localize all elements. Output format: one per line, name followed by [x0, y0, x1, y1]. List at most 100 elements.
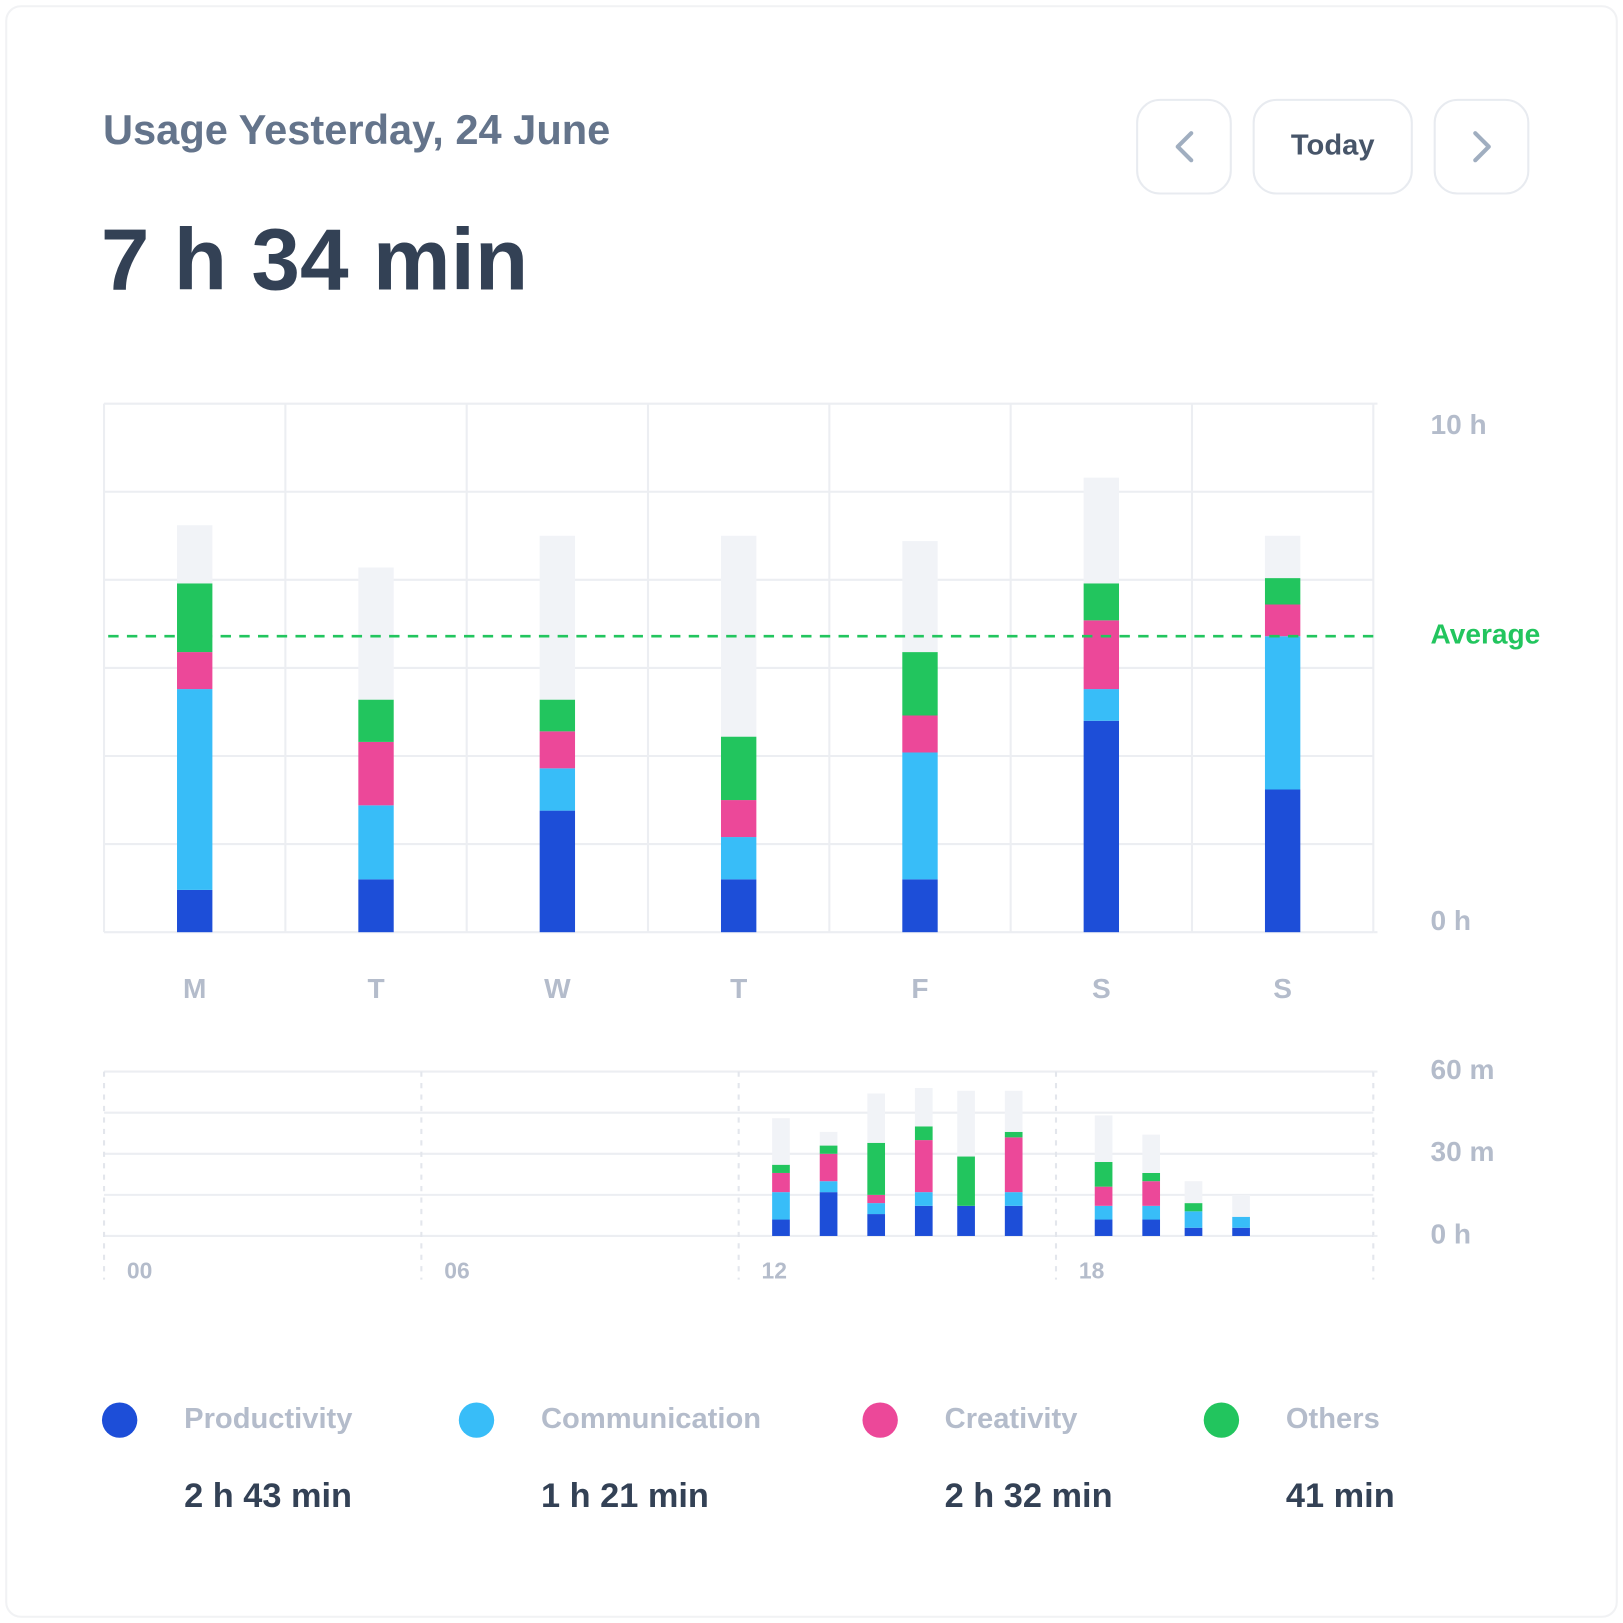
legend-dot — [458, 1402, 495, 1438]
bar-segment — [1083, 620, 1120, 690]
bar-segment — [1094, 1219, 1113, 1236]
legend-value: 1 h 21 min — [541, 1477, 709, 1515]
bar-segment — [539, 810, 576, 933]
x-tick-label: 06 — [444, 1257, 469, 1283]
bar-segment — [177, 583, 213, 653]
bar-segment — [1094, 1186, 1113, 1206]
prev-button-box[interactable] — [1136, 98, 1232, 195]
bar-segment — [358, 805, 394, 880]
bar-segment — [772, 1172, 790, 1193]
bar-segment — [720, 837, 757, 880]
bar-segment — [902, 541, 938, 653]
legend-name: Others — [1286, 1403, 1380, 1435]
bar-segment — [957, 1205, 975, 1236]
bar-segment — [358, 741, 394, 806]
today-button-box[interactable] — [1252, 98, 1413, 195]
x-tick-label: 00 — [127, 1257, 152, 1283]
bar-segment — [902, 879, 938, 933]
prev-button[interactable] — [1136, 98, 1232, 195]
bar-segment — [1184, 1181, 1203, 1204]
bar-segment — [902, 752, 938, 880]
x-tick-label: S — [1273, 973, 1292, 1004]
bar-segment — [539, 699, 576, 732]
bar-segment — [1232, 1216, 1250, 1228]
bar-segment — [1083, 477, 1120, 584]
bar-segment — [867, 1142, 886, 1195]
legend-dot — [1203, 1402, 1240, 1438]
x-tick-label: 12 — [762, 1257, 787, 1283]
x-tick-label: S — [1092, 973, 1111, 1004]
average-label: Average — [1431, 619, 1541, 650]
bar-segment — [1184, 1203, 1203, 1212]
legend-value: 2 h 43 min — [184, 1477, 352, 1515]
x-tick-label: M — [183, 973, 206, 1004]
bar-segment — [1264, 535, 1301, 579]
bar-segment — [1004, 1137, 1023, 1193]
bar-segment — [867, 1093, 886, 1143]
bar-segment — [1004, 1090, 1023, 1132]
bar-segment — [177, 525, 213, 584]
y-tick-label: 0 h — [1431, 1218, 1472, 1249]
bar-segment — [1142, 1219, 1161, 1236]
bar-segment — [1094, 1205, 1113, 1220]
bar-segment — [1094, 1162, 1113, 1187]
bar-segment — [772, 1164, 790, 1173]
x-tick-label: T — [367, 973, 384, 1004]
bar-segment — [914, 1205, 933, 1236]
bar-segment — [819, 1192, 838, 1236]
legend-name: Productivity — [184, 1403, 353, 1435]
bar-segment — [720, 736, 757, 801]
bar-segment — [867, 1203, 886, 1215]
bar-segment — [902, 715, 938, 753]
bar-segment — [720, 879, 757, 933]
x-tick-label: T — [730, 973, 747, 1004]
bar-segment — [819, 1131, 838, 1146]
card — [5, 5, 1618, 1618]
bar-segment — [1232, 1194, 1250, 1217]
bar-segment — [539, 731, 576, 769]
bar-segment — [819, 1181, 838, 1193]
bar-segment — [914, 1088, 933, 1127]
bar-segment — [1264, 578, 1301, 605]
bar-segment — [539, 768, 576, 811]
next-icon[interactable] — [1473, 131, 1491, 163]
bar-segment — [720, 800, 757, 838]
bar-segment — [1083, 583, 1120, 621]
bar-segment — [177, 689, 213, 890]
bar-segment — [772, 1118, 790, 1165]
bar-segment — [1004, 1192, 1023, 1206]
title: Usage Yesterday, 24 June — [103, 106, 610, 153]
legend-value: 41 min — [1286, 1477, 1395, 1515]
prev-icon[interactable] — [1175, 131, 1194, 163]
legend-dot — [862, 1402, 898, 1438]
x-tick-label: W — [544, 973, 571, 1004]
next-button[interactable] — [1433, 98, 1530, 195]
y-tick-label: 30 m — [1431, 1136, 1495, 1167]
legend-name: Communication — [541, 1403, 761, 1435]
today-button[interactable]: Today — [1252, 98, 1413, 195]
bar-segment — [1004, 1131, 1023, 1138]
x-tick-label: F — [911, 973, 928, 1004]
legend-value: 2 h 32 min — [945, 1477, 1113, 1515]
bar-segment — [358, 699, 394, 742]
bar-segment — [358, 879, 394, 933]
total: 7 h 34 min — [101, 210, 528, 308]
bar-segment — [819, 1153, 838, 1182]
bar-segment — [1142, 1134, 1161, 1173]
bar-segment — [358, 567, 394, 700]
bar-segment — [772, 1219, 790, 1236]
bar-segment — [914, 1126, 933, 1141]
y-tick-label: 0 h — [1431, 905, 1472, 936]
bar-segment — [177, 889, 213, 933]
bar-segment — [1264, 636, 1301, 790]
today-label[interactable]: Today — [1291, 129, 1375, 161]
legend-name: Creativity — [945, 1403, 1079, 1435]
bar-segment — [772, 1192, 790, 1220]
bar-segment — [1264, 604, 1301, 637]
bar-segment — [819, 1145, 838, 1154]
next-button-box[interactable] — [1433, 98, 1530, 195]
bar-segment — [1083, 720, 1120, 933]
bar-segment — [914, 1192, 933, 1206]
bar-segment — [1184, 1211, 1203, 1228]
